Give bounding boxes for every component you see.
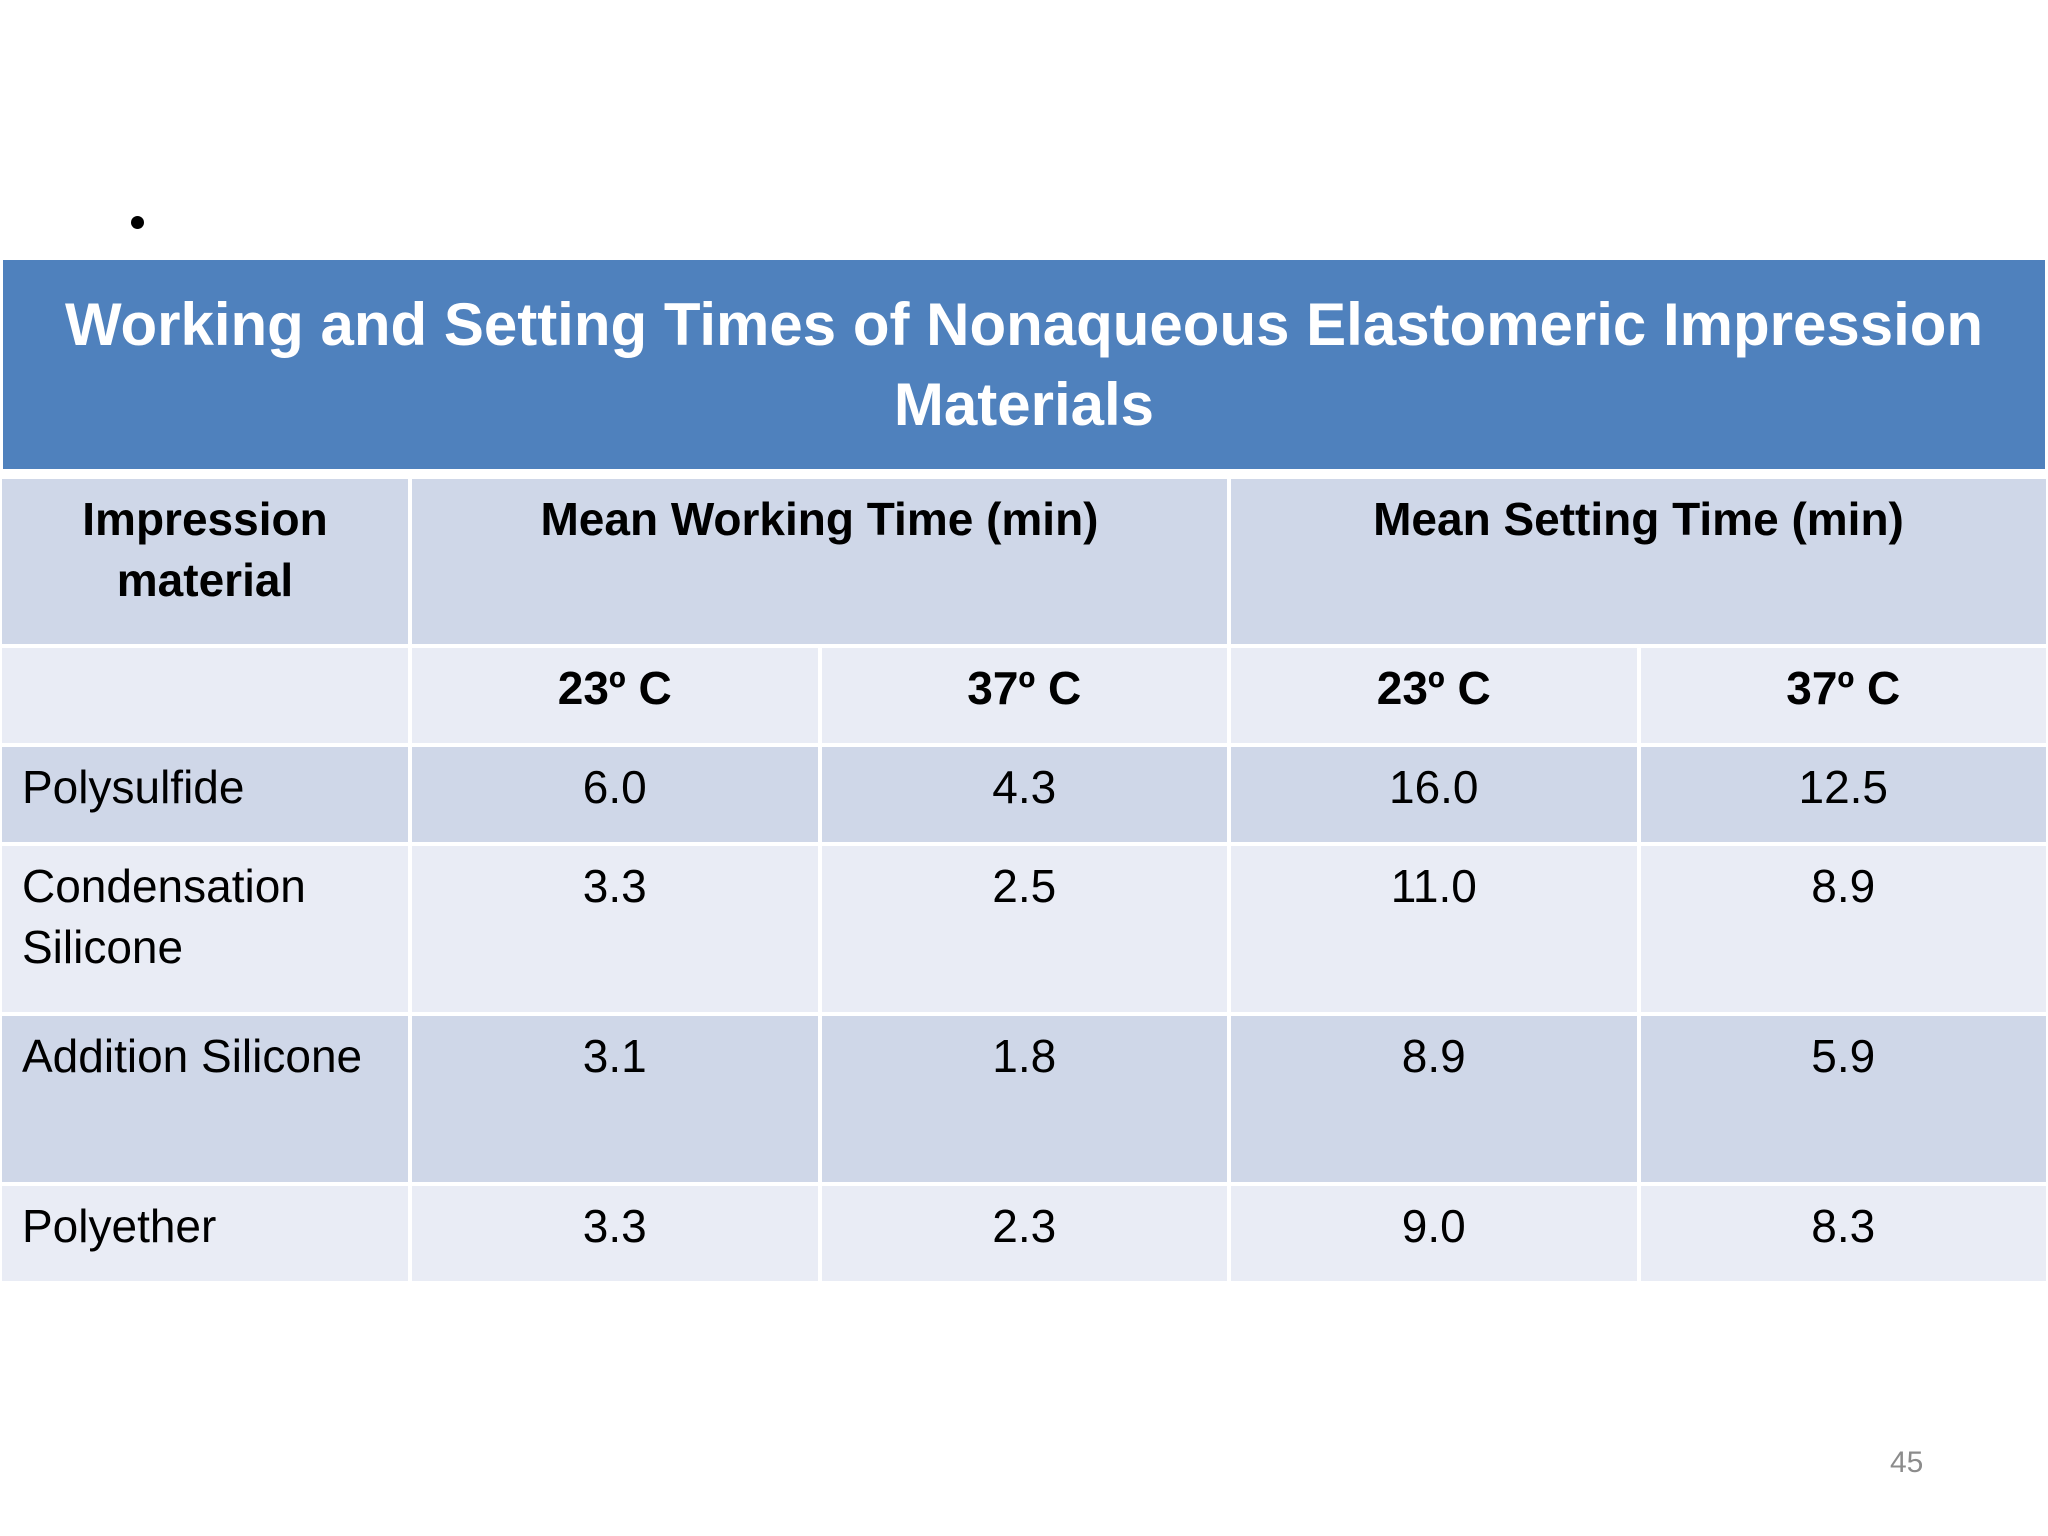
table-row: Addition Silicone 3.1 1.8 8.9 5.9 [0,1014,2048,1184]
material-name: Polysulfide [0,745,410,844]
temp-header: 23º C [1229,646,1639,745]
material-name: Condensation Silicone [0,844,410,1014]
table-row: Condensation Silicone 3.3 2.5 11.0 8.9 [0,844,2048,1014]
data-table: Impression material Mean Working Time (m… [0,477,2048,1283]
table-cell: 12.5 [1638,745,2048,844]
table-cell: 5.9 [1638,1014,2048,1184]
temp-header: 23º C [410,646,820,745]
table-cell: 3.3 [410,1184,820,1283]
material-name: Polyether [0,1184,410,1283]
table-temperature-row: 23º C 37º C 23º C 37º C [0,646,2048,745]
header-impression-material: Impression material [0,477,410,646]
temp-header: 37º C [1638,646,2048,745]
header-mean-setting-time: Mean Setting Time (min) [1229,477,2048,646]
header-mean-working-time: Mean Working Time (min) [410,477,1229,646]
table-cell: 1.8 [819,1014,1229,1184]
material-name: Addition Silicone [0,1014,410,1184]
table-cell: 3.1 [410,1014,820,1184]
temp-header: 37º C [819,646,1229,745]
table-cell: 8.3 [1638,1184,2048,1283]
table-cell: 2.3 [819,1184,1229,1283]
table-cell: 2.5 [819,844,1229,1014]
table-cell: 3.3 [410,844,820,1014]
table-header-row: Impression material Mean Working Time (m… [0,477,2048,646]
page-number: 45 [1890,1446,1924,1479]
table-cell: 9.0 [1229,1184,1639,1283]
table-title: Working and Setting Times of Nonaqueous … [0,257,2048,472]
table-row: Polyether 3.3 2.3 9.0 8.3 [0,1184,2048,1283]
bullet-point [131,216,144,229]
table-cell: 8.9 [1229,1014,1639,1184]
table-row: Polysulfide 6.0 4.3 16.0 12.5 [0,745,2048,844]
table-cell: 4.3 [819,745,1229,844]
table-cell: 8.9 [1638,844,2048,1014]
table-cell: 11.0 [1229,844,1639,1014]
table-cell: 16.0 [1229,745,1639,844]
table-cell: 6.0 [410,745,820,844]
empty-cell [0,646,410,745]
